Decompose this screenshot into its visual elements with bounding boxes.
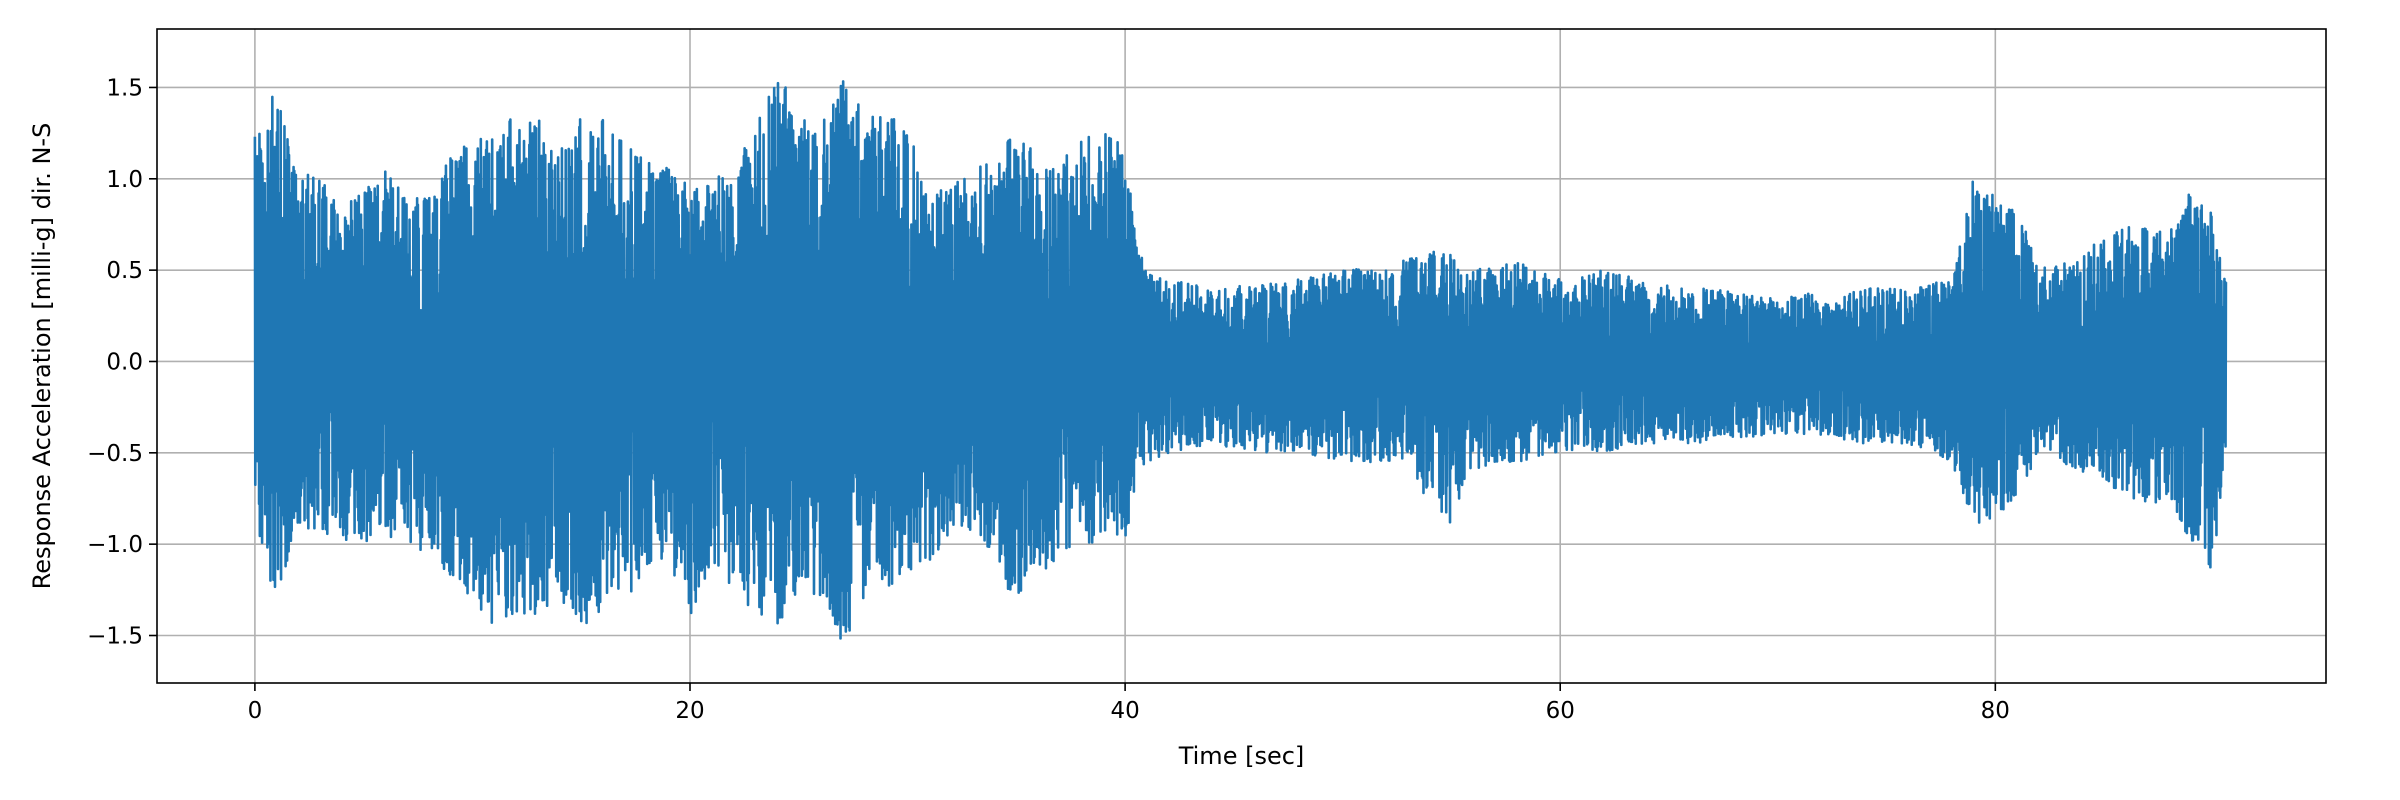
y-axis-label: Response Acceleration [milli-g] dir. N-S xyxy=(28,123,56,590)
y-tick-label: −1.0 xyxy=(87,532,143,558)
x-tick-label: 20 xyxy=(675,698,704,724)
x-tick-label: 80 xyxy=(1981,698,2010,724)
plot-frame xyxy=(156,28,2327,684)
y-tick-label: −0.5 xyxy=(87,441,143,467)
y-tick-label: 0.5 xyxy=(106,258,143,284)
y-tick-label: 1.5 xyxy=(106,75,143,101)
series-line xyxy=(253,80,2228,640)
y-tick-label: −1.5 xyxy=(87,624,143,650)
data-layer xyxy=(253,80,2228,640)
x-tick-label: 40 xyxy=(1110,698,1139,724)
ticks-layer: 0 20 40 60 80 −1.5 −1.0 −0.5 0.0 0.5 1.0 1.5 xyxy=(87,75,2010,724)
y-tick-label: 1.0 xyxy=(106,167,143,193)
y-tick-label: 0.0 xyxy=(106,349,143,375)
x-axis-label: Time [sec] xyxy=(1178,742,1305,770)
x-tick-label: 60 xyxy=(1546,698,1575,724)
x-tick-label: 0 xyxy=(248,698,263,724)
